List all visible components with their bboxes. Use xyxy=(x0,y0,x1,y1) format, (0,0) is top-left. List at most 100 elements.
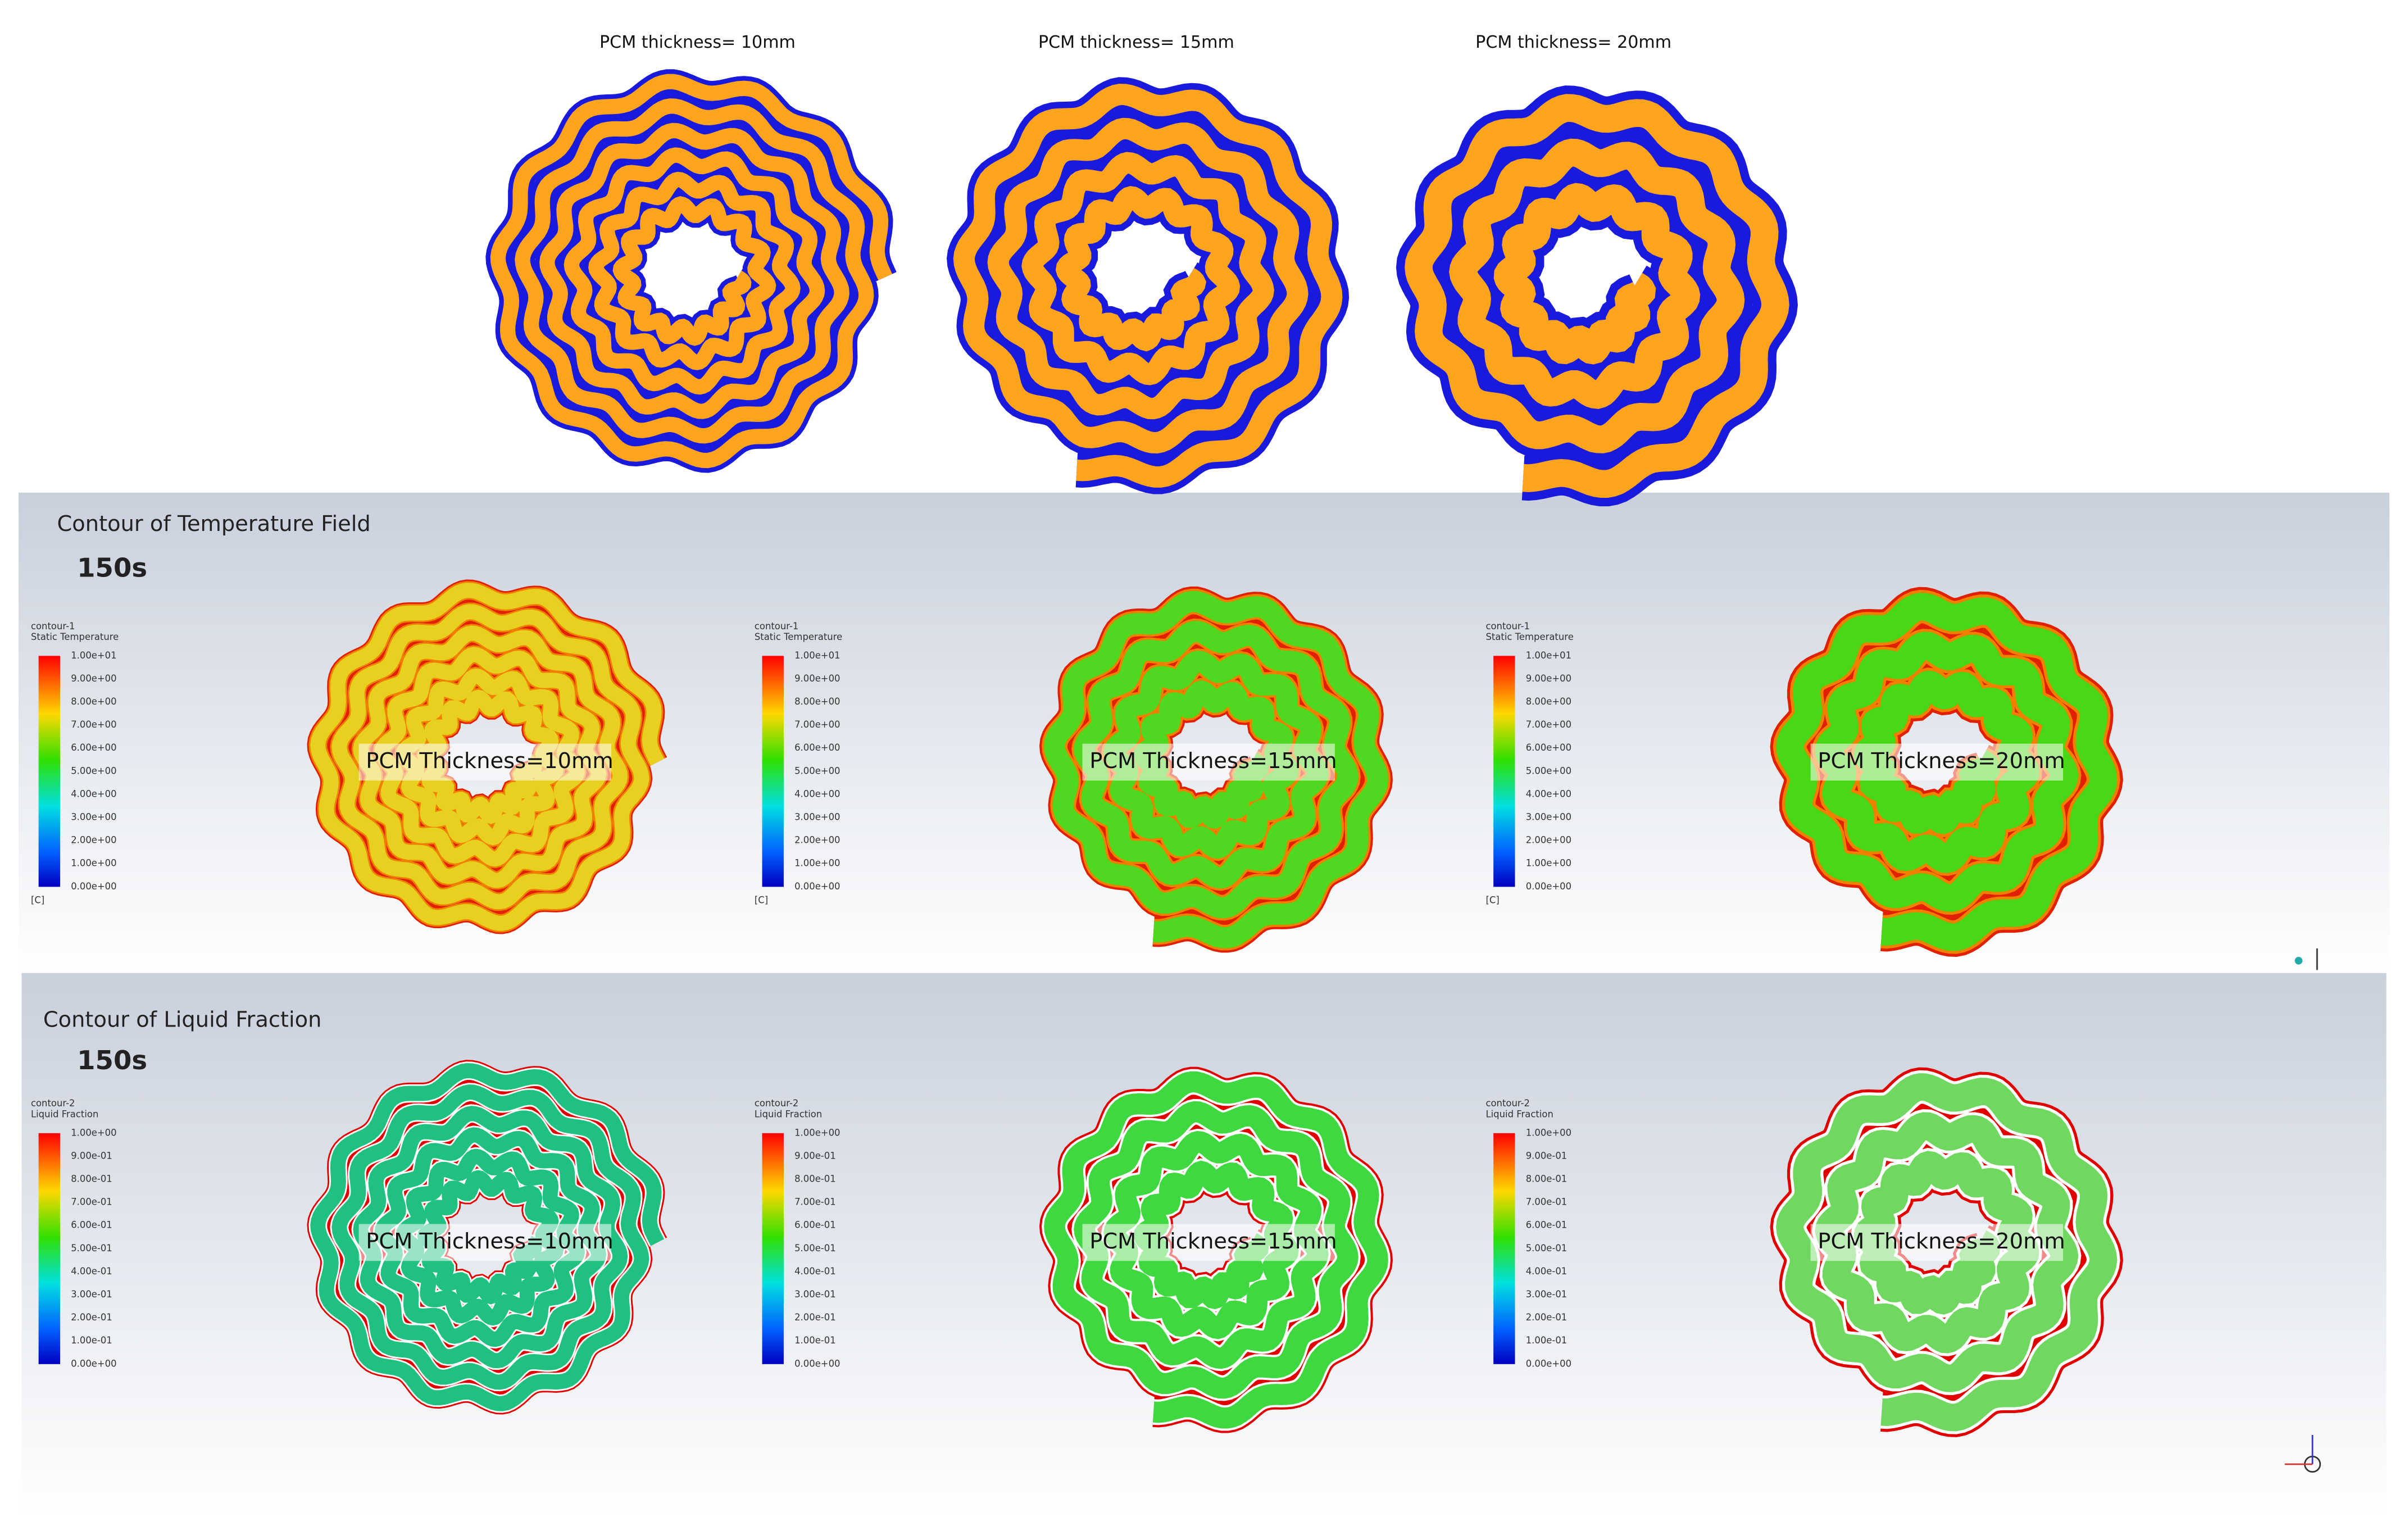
colorbar xyxy=(1493,656,1515,887)
label-box xyxy=(1082,1224,1335,1261)
colorbar-tick-label: 8.00e+00 xyxy=(71,696,116,707)
label-box xyxy=(1810,743,2064,781)
colorbar-tick-label: 1.00e+00 xyxy=(71,1127,116,1138)
label-box xyxy=(358,743,612,781)
colorbar-tick-label: 3.00e-01 xyxy=(71,1289,112,1300)
colorbar xyxy=(762,1133,784,1364)
colorbar-tick-label: 4.00e+00 xyxy=(1526,788,1571,799)
legend-name: contour-1 xyxy=(755,621,799,632)
colorbar-tick-label: 4.00e-01 xyxy=(71,1266,112,1277)
colorbar-tick-label: 5.00e-01 xyxy=(71,1243,112,1254)
colorbar-tick-label: 2.00e-01 xyxy=(71,1312,112,1323)
panel-title: Contour of Liquid Fraction xyxy=(43,1007,322,1032)
spiral-pcm xyxy=(1044,1071,1388,1429)
colorbar-tick-label: 8.00e-01 xyxy=(1526,1174,1568,1184)
colorbar-tick-label: 2.00e+00 xyxy=(794,835,840,846)
colorbar-tick-label: 5.00e-01 xyxy=(794,1243,836,1254)
colorbar-tick-label: 7.00e+00 xyxy=(794,719,840,730)
colorbar-tick-label: 1.00e+01 xyxy=(71,650,116,661)
colorbar-tick-label: 9.00e-01 xyxy=(71,1150,112,1161)
colorbar-tick-label: 4.00e-01 xyxy=(794,1266,836,1277)
panel-title: Contour of Temperature Field xyxy=(57,511,371,537)
colorbar-tick-label: 1.00e+00 xyxy=(1526,1127,1571,1138)
colorbar-unit: [C] xyxy=(31,895,44,906)
colorbar xyxy=(38,1133,61,1364)
colorbar-tick-label: 1.00e+00 xyxy=(794,1127,840,1138)
colorbar-tick-label: 8.00e+00 xyxy=(1526,696,1571,707)
label-box xyxy=(1810,1224,2064,1261)
spiral-pcm xyxy=(953,83,1343,488)
colorbar-tick-label: 0.00e+00 xyxy=(794,1358,840,1369)
colorbar-tick-label: 3.00e+00 xyxy=(1526,812,1571,823)
colorbar-tick-label: 2.00e-01 xyxy=(794,1312,836,1323)
colorbar-tick-label: 0.00e+00 xyxy=(71,881,116,892)
thickness-label: PCM Thickness=10mm xyxy=(366,1229,613,1254)
colorbar-tick-label: 7.00e-01 xyxy=(71,1197,112,1207)
legend-name: contour-2 xyxy=(31,1098,75,1109)
colorbar-tick-label: 7.00e-01 xyxy=(1526,1197,1568,1207)
colorbar-unit: [C] xyxy=(755,895,768,906)
colorbar-tick-label: 5.00e-01 xyxy=(1526,1243,1568,1254)
label-box xyxy=(1082,743,1335,781)
spiral-pcm xyxy=(1405,94,1789,498)
colorbar-tick-label: 0.00e+00 xyxy=(1526,881,1571,892)
colorbar-tick-label: 1.00e+01 xyxy=(794,650,840,661)
legend-name: contour-2 xyxy=(1485,1098,1530,1109)
colorbar-tick-label: 4.00e+00 xyxy=(71,788,116,799)
colorbar xyxy=(762,656,784,887)
legend-variable: Static Temperature xyxy=(1485,632,1573,642)
colorbar-tick-label: 1.00e+00 xyxy=(71,858,116,869)
colorbar-tick-label: 9.00e-01 xyxy=(1526,1150,1568,1161)
colorbar-tick-label: 8.00e-01 xyxy=(794,1174,836,1184)
colorbar-tick-label: 6.00e-01 xyxy=(794,1220,836,1230)
colorbar-tick-label: 3.00e+00 xyxy=(71,812,116,823)
colorbar-tick-label: 2.00e+00 xyxy=(1526,835,1571,846)
colorbar-tick-label: 3.00e+00 xyxy=(794,812,840,823)
colorbar-tick-label: 5.00e+00 xyxy=(71,765,116,776)
colorbar-tick-label: 9.00e+00 xyxy=(71,673,116,684)
colorbar-tick-label: 6.00e+00 xyxy=(1526,742,1571,753)
legend-name: contour-1 xyxy=(1485,621,1530,632)
colorbar-tick-label: 2.00e-01 xyxy=(1526,1312,1568,1323)
legend-variable: Static Temperature xyxy=(31,632,119,642)
spiral-pcm xyxy=(490,74,893,469)
colorbar-tick-label: 1.00e+00 xyxy=(1526,858,1571,869)
label-box xyxy=(358,1224,612,1261)
colorbar-tick-label: 6.00e-01 xyxy=(1526,1220,1568,1230)
colorbar-tick-label: 4.00e+00 xyxy=(794,788,840,799)
colorbar xyxy=(38,656,61,887)
colorbar-tick-label: 3.00e-01 xyxy=(1526,1289,1568,1300)
legend-variable: Liquid Fraction xyxy=(31,1109,98,1119)
colorbar-tick-label: 7.00e+00 xyxy=(71,719,116,730)
colorbar-tick-label: 1.00e-01 xyxy=(1526,1335,1568,1346)
colorbar-tick-label: 6.00e+00 xyxy=(794,742,840,753)
colorbar-tick-label: 7.00e+00 xyxy=(1526,719,1571,730)
colorbar-tick-label: 5.00e+00 xyxy=(1526,765,1571,776)
colorbar-tick-label: 6.00e+00 xyxy=(71,742,116,753)
colorbar-tick-label: 1.00e+00 xyxy=(794,858,840,869)
colorbar-tick-label: 1.00e-01 xyxy=(794,1335,836,1346)
time-label: 150s xyxy=(77,1045,147,1075)
colorbar-tick-label: 1.00e-01 xyxy=(71,1335,112,1346)
colorbar-tick-label: 5.00e+00 xyxy=(794,765,840,776)
legend-variable: Liquid Fraction xyxy=(1485,1109,1553,1119)
time-label: 150s xyxy=(77,552,147,583)
colorbar-tick-label: 9.00e-01 xyxy=(794,1150,836,1161)
colorbar xyxy=(1493,1133,1515,1364)
thickness-label: PCM Thickness=15mm xyxy=(1089,1229,1337,1254)
thickness-label: PCM Thickness=20mm xyxy=(1818,1229,2065,1254)
thickness-label: PCM Thickness=10mm xyxy=(366,748,613,774)
colorbar-tick-label: 7.00e-01 xyxy=(794,1197,836,1207)
spiral-pcm xyxy=(1044,591,1388,948)
colorbar-tick-label: 3.00e-01 xyxy=(794,1289,836,1300)
legend-name: contour-2 xyxy=(755,1098,799,1109)
colorbar-tick-label: 6.00e-01 xyxy=(71,1220,112,1230)
colorbar-tick-label: 9.00e+00 xyxy=(1526,673,1571,684)
colorbar-unit: [C] xyxy=(1485,895,1499,906)
spiral-title: PCM thickness= 10mm xyxy=(599,33,796,52)
colorbar-tick-label: 1.00e+01 xyxy=(1526,650,1571,661)
spiral-title: PCM thickness= 20mm xyxy=(1475,33,1671,52)
legend-variable: Liquid Fraction xyxy=(755,1109,822,1119)
legend-name: contour-1 xyxy=(31,621,75,632)
